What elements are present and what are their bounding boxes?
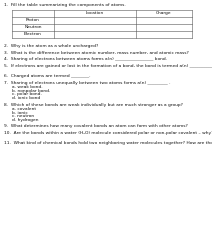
Text: 1.  Fill the table summarizing the components of atoms.: 1. Fill the table summarizing the compon…: [4, 3, 126, 7]
Text: Location: Location: [86, 11, 104, 15]
Text: b. nonpolar bond.: b. nonpolar bond.: [12, 89, 50, 93]
Text: 10.  Are the bonds within a water (H₂O) molecule considered polar or non-polar c: 10. Are the bonds within a water (H₂O) m…: [4, 131, 212, 135]
Text: d. hydrogen: d. hydrogen: [12, 118, 39, 122]
Text: 4.  Sharing of electrons between atoms forms a(n) _________________ bond.: 4. Sharing of electrons between atoms fo…: [4, 57, 167, 61]
Text: 9.  What determines how many covalent bonds an atom can form with other atoms?: 9. What determines how many covalent bon…: [4, 124, 188, 129]
Text: d. ionic bond: d. ionic bond: [12, 96, 40, 100]
Text: Electron: Electron: [24, 32, 42, 36]
Text: Neutron: Neutron: [24, 25, 42, 29]
Text: 3.  What is the difference between atomic number, mass number, and atomic mass?: 3. What is the difference between atomic…: [4, 51, 189, 55]
Text: 6.  Charged atoms are termed ________.: 6. Charged atoms are termed ________.: [4, 74, 91, 78]
Text: 11.  What kind of chemical bonds hold two neighboring water molecules together? : 11. What kind of chemical bonds hold two…: [4, 141, 212, 145]
Text: Charge: Charge: [156, 11, 172, 15]
Text: 8.  Which of these bonds are weak individually but are much stronger as a group?: 8. Which of these bonds are weak individ…: [4, 103, 183, 107]
Text: c. polar bond.: c. polar bond.: [12, 93, 42, 96]
Text: Proton: Proton: [26, 18, 40, 22]
Text: b. ionic: b. ionic: [12, 111, 28, 115]
Text: 7.  Sharing of electrons unequally between two atoms forms a(n) _________ .: 7. Sharing of electrons unequally betwee…: [4, 81, 170, 85]
Text: a. weak bond.: a. weak bond.: [12, 85, 43, 89]
Text: a. covalent: a. covalent: [12, 107, 36, 111]
Text: 5.  If electrons are gained or lost in the formation of a bond, the bond is term: 5. If electrons are gained or lost in th…: [4, 64, 212, 68]
Text: 2.  Why is the atom as a whole uncharged?: 2. Why is the atom as a whole uncharged?: [4, 44, 98, 48]
Text: c. neutron: c. neutron: [12, 114, 34, 118]
